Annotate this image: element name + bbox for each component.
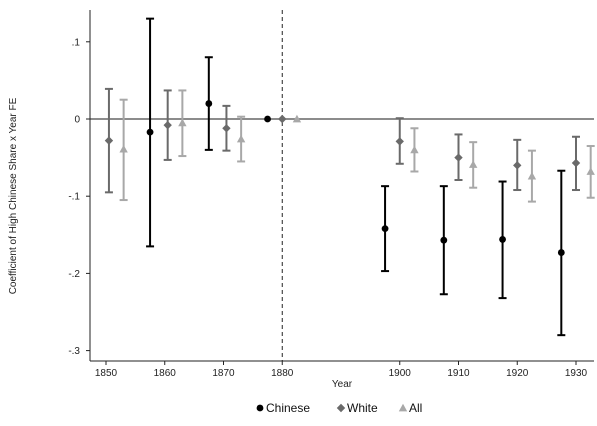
- reference-lines: [90, 10, 594, 361]
- series-white: [104, 87, 581, 194]
- point-white: [513, 161, 522, 170]
- legend-item-all: All: [398, 401, 422, 415]
- point-white: [454, 153, 463, 162]
- series-layer: [104, 17, 595, 337]
- point-white: [163, 120, 172, 130]
- axes: .1 0 -.1 -.2 -.3 1850 1860 1870 1880 1900 1910 1920…: [68, 10, 594, 379]
- point-all: [586, 167, 595, 175]
- point-white: [571, 158, 581, 168]
- x-tick-label: 1860: [154, 368, 177, 379]
- legend-label-all: All: [409, 401, 422, 415]
- point-all: [236, 134, 246, 143]
- point-all: [468, 160, 478, 168]
- y-tick-label: -.2: [68, 269, 80, 280]
- x-axis-title: Year: [332, 379, 353, 390]
- x-tick-label: 1930: [565, 368, 588, 379]
- legend-label-chinese: Chinese: [266, 401, 310, 415]
- legend-marker-white: [336, 403, 346, 413]
- legend-item-chinese: Chinese: [256, 401, 310, 415]
- x-tick-label: 1900: [389, 368, 412, 379]
- legend-marker-chinese: [256, 404, 264, 412]
- point-all: [292, 114, 302, 123]
- x-tick-label: 1850: [95, 368, 118, 379]
- x-tick-label: 1920: [506, 368, 529, 379]
- legend-item-white: White: [336, 401, 378, 415]
- point-chinese: [557, 249, 565, 256]
- legend: Chinese White All: [256, 401, 422, 415]
- point-chinese: [499, 236, 506, 243]
- point-all: [178, 118, 187, 127]
- point-all: [527, 171, 537, 180]
- legend-marker-all: [398, 403, 408, 412]
- x-tick-label: 1910: [447, 368, 470, 379]
- y-tick-label: .1: [72, 37, 81, 48]
- x-tick-label: 1880: [271, 368, 294, 379]
- point-white: [104, 136, 114, 145]
- point-chinese: [264, 115, 271, 123]
- y-axis-title: Coefficient of High Chinese Share x Year…: [8, 97, 19, 294]
- point-white: [222, 124, 231, 133]
- point-chinese: [205, 100, 213, 107]
- point-white: [395, 137, 404, 146]
- x-tick-label: 1870: [212, 368, 235, 379]
- point-chinese: [146, 128, 154, 136]
- y-tick-label: -.3: [68, 346, 80, 357]
- legend-label-white: White: [347, 401, 378, 415]
- y-tick-label: -.1: [68, 192, 80, 203]
- series-chinese: [146, 17, 566, 337]
- y-tick-label: 0: [74, 115, 80, 126]
- point-white: [278, 114, 287, 124]
- point-all: [119, 144, 128, 153]
- series-all: [119, 89, 595, 203]
- point-all: [410, 145, 419, 154]
- point-chinese: [381, 225, 389, 233]
- point-chinese: [440, 236, 448, 244]
